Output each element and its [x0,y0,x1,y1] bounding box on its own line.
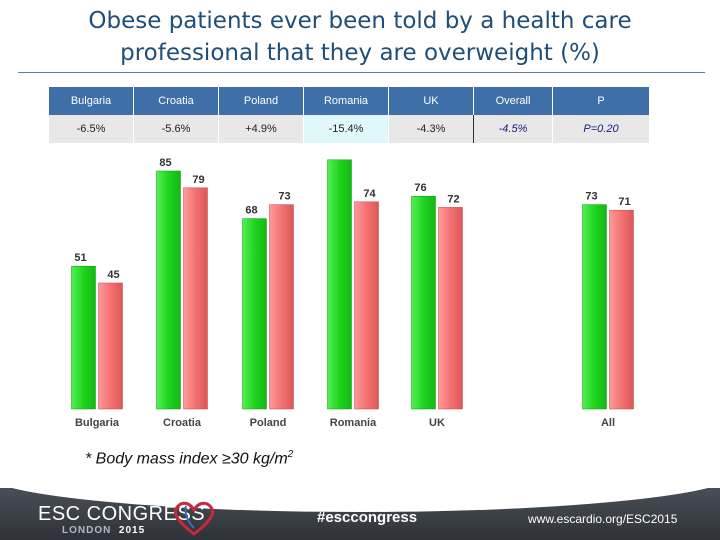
data-label-bulgaria-red: 45 [107,269,119,281]
bar-chart: 51 45 Bulgaria 85 79 Croatia 68 73 Poland 89 74 Rom… [71,155,634,429]
value-bulgaria: -6.5% [49,115,134,143]
data-label-poland-green: 68 [245,205,257,217]
value-p: P=0.20 [552,115,650,143]
header-overall: Overall [473,87,553,115]
category-label-croatia: Croatia [163,417,202,429]
bar-uk-green [411,195,436,410]
data-label-all-red: 71 [618,196,630,208]
footnote: * Body mass index ≥30 kg/m2 [85,449,293,468]
bar-romania-green [327,159,352,410]
congress-location: LONDON 2015 [62,525,145,536]
congress-logo-text: ESC CONGRESS [38,503,206,525]
bar-all-green [582,204,607,410]
heart-logo-icon [173,501,215,536]
category-label-romania: Romania [330,417,377,429]
data-label-romania-red: 74 [363,188,376,200]
bar-all-red [609,209,634,410]
header-romania: Romania [303,87,389,115]
value-overall: -4.5% [473,115,553,143]
bar-bulgaria-green [71,265,96,410]
data-label-poland-red: 73 [278,191,290,203]
congress-city: LONDON [62,525,112,536]
congress-year: 2015 [118,525,146,536]
category-label-poland: Poland [250,417,287,429]
bar-romania-red [354,201,379,410]
header-p: P [552,87,650,115]
header-croatia: Croatia [133,87,219,115]
data-label-croatia-green: 85 [159,157,171,169]
table-header-row: Bulgaria Croatia Poland Romania UK Overa… [49,87,650,115]
bar-poland-red [269,204,294,410]
website-url: www.escardio.org/ESC2015 [528,512,678,526]
value-romania: -15.4% [303,115,389,143]
category-label-all: All [601,417,615,429]
bar-bulgaria-red [98,282,123,410]
category-label-uk: UK [429,417,445,429]
data-label-romania-green: 89 [330,155,342,158]
bar-poland-green [242,218,267,410]
header-poland: Poland [218,87,304,115]
bars-group: 51 45 Bulgaria 85 79 Croatia 68 73 Poland 89 74 Rom… [71,155,634,429]
value-poland: +4.9% [218,115,304,143]
data-label-uk-red: 72 [447,193,459,205]
table-value-row: -6.5% -5.6% +4.9% -15.4% -4.3% -4.5% P=0… [49,115,650,143]
value-uk: -4.3% [388,115,474,143]
bar-croatia-green [156,170,181,410]
percent-change-table: Bulgaria Croatia Poland Romania UK Overa… [49,87,650,143]
data-label-uk-green: 76 [414,182,426,194]
title-divider [18,72,705,73]
data-label-all-green: 73 [585,191,597,203]
bar-croatia-red [183,187,208,410]
footnote-superscript: 2 [287,449,294,460]
data-label-bulgaria-green: 51 [74,252,86,264]
bar-uk-red [438,207,463,410]
header-bulgaria: Bulgaria [49,87,134,115]
footnote-text: * Body mass index ≥30 kg/m [85,450,288,468]
slide-title: Obese patients ever been told by a healt… [88,8,632,66]
value-croatia: -5.6% [133,115,219,143]
category-label-bulgaria: Bulgaria [75,417,120,429]
hashtag-text: #esccongress [317,509,418,526]
data-label-croatia-red: 79 [192,174,204,186]
header-uk: UK [388,87,474,115]
